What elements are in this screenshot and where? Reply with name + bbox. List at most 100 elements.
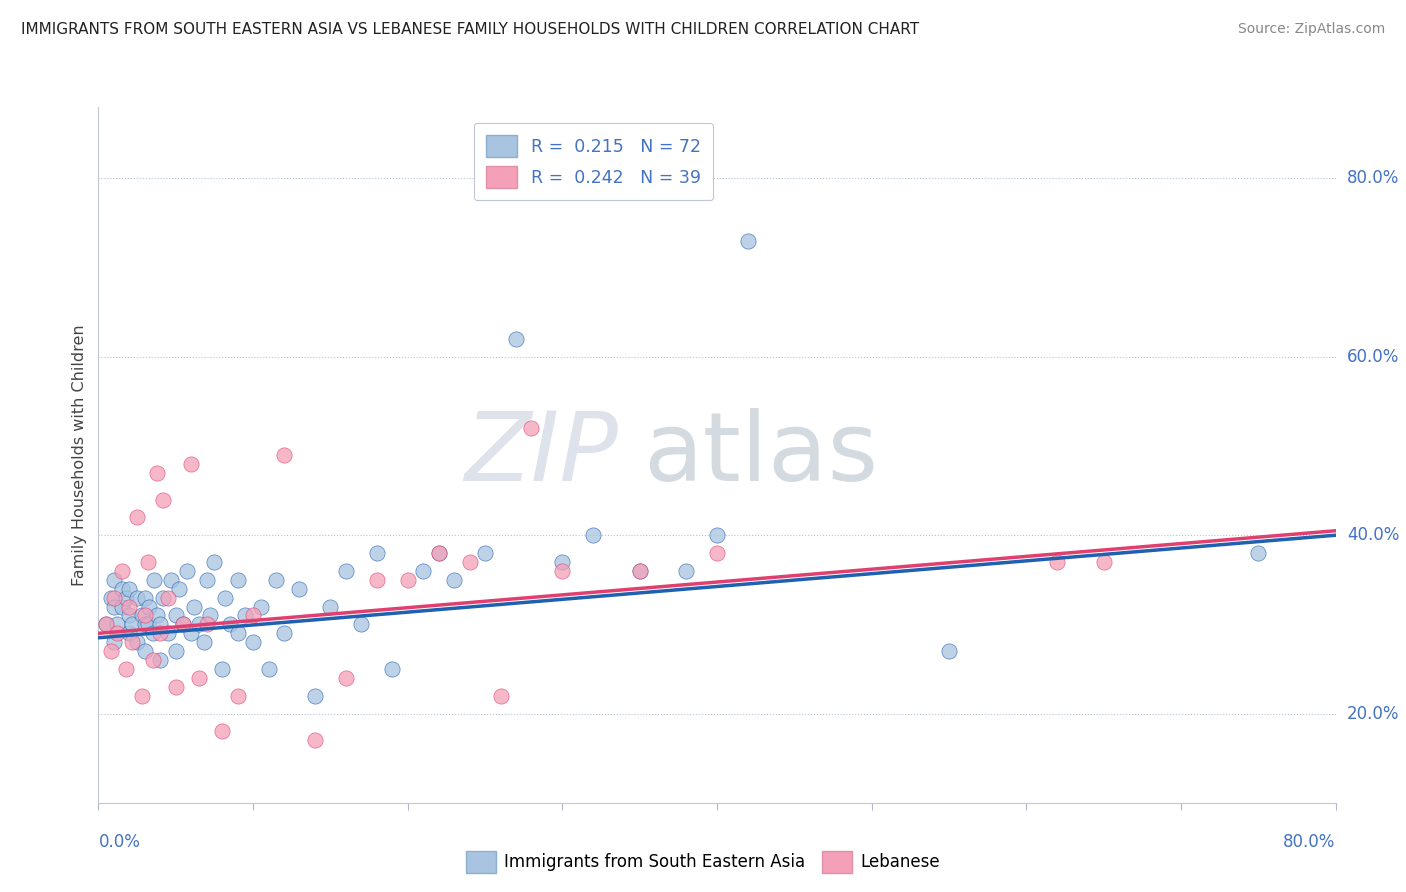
Point xyxy=(551,555,574,569)
Point xyxy=(273,626,295,640)
Point xyxy=(134,644,156,658)
Text: atlas: atlas xyxy=(643,409,877,501)
Point xyxy=(188,671,211,685)
Point xyxy=(111,599,132,614)
Point xyxy=(628,564,651,578)
Point xyxy=(127,591,149,605)
Point xyxy=(149,626,172,640)
Point xyxy=(165,608,187,623)
Point xyxy=(167,582,190,596)
Point xyxy=(111,564,132,578)
Point xyxy=(427,546,450,560)
Point xyxy=(149,653,172,667)
Legend: Immigrants from South Eastern Asia, Lebanese: Immigrants from South Eastern Asia, Leba… xyxy=(460,845,946,880)
Point xyxy=(149,617,172,632)
Point xyxy=(115,591,138,605)
Point xyxy=(143,573,166,587)
Point xyxy=(264,573,288,587)
Point xyxy=(304,733,326,747)
Point xyxy=(427,546,450,560)
Text: 80.0%: 80.0% xyxy=(1347,169,1399,187)
Point xyxy=(127,510,149,524)
Point xyxy=(706,528,728,542)
Point xyxy=(121,617,143,632)
Point xyxy=(198,608,221,623)
Point xyxy=(219,617,242,632)
Point xyxy=(146,608,169,623)
Point xyxy=(180,457,202,471)
Point xyxy=(103,591,125,605)
Point xyxy=(105,626,128,640)
Point xyxy=(188,617,211,632)
Point xyxy=(1046,555,1069,569)
Point xyxy=(381,662,404,676)
Point xyxy=(195,617,218,632)
Point xyxy=(134,608,156,623)
Point xyxy=(366,573,388,587)
Point xyxy=(1092,555,1115,569)
Point xyxy=(211,724,233,739)
Point xyxy=(211,662,233,676)
Text: 80.0%: 80.0% xyxy=(1284,833,1336,851)
Point xyxy=(396,573,419,587)
Point xyxy=(146,466,169,480)
Point xyxy=(675,564,697,578)
Point xyxy=(204,555,226,569)
Point xyxy=(176,564,198,578)
Point xyxy=(505,332,527,346)
Point xyxy=(582,528,605,542)
Point xyxy=(131,689,153,703)
Point xyxy=(103,573,125,587)
Text: 0.0%: 0.0% xyxy=(98,833,141,851)
Point xyxy=(366,546,388,560)
Point xyxy=(100,644,122,658)
Point xyxy=(319,599,342,614)
Point xyxy=(165,680,187,694)
Text: Source: ZipAtlas.com: Source: ZipAtlas.com xyxy=(1237,22,1385,37)
Point xyxy=(233,608,257,623)
Point xyxy=(172,617,194,632)
Point xyxy=(737,234,759,248)
Point xyxy=(134,591,156,605)
Point xyxy=(257,662,280,676)
Point xyxy=(1247,546,1270,560)
Point xyxy=(121,635,143,649)
Point xyxy=(131,608,153,623)
Point xyxy=(183,599,205,614)
Text: IMMIGRANTS FROM SOUTH EASTERN ASIA VS LEBANESE FAMILY HOUSEHOLDS WITH CHILDREN C: IMMIGRANTS FROM SOUTH EASTERN ASIA VS LE… xyxy=(21,22,920,37)
Point xyxy=(242,635,264,649)
Point xyxy=(103,599,125,614)
Point xyxy=(250,599,273,614)
Point xyxy=(136,555,159,569)
Point xyxy=(111,582,132,596)
Point xyxy=(134,617,156,632)
Point xyxy=(118,582,141,596)
Point xyxy=(489,689,512,703)
Point xyxy=(152,591,174,605)
Point xyxy=(412,564,434,578)
Point xyxy=(226,626,249,640)
Point xyxy=(628,564,651,578)
Point xyxy=(551,564,574,578)
Point xyxy=(938,644,960,658)
Point xyxy=(103,635,125,649)
Point xyxy=(288,582,311,596)
Point xyxy=(138,599,160,614)
Point xyxy=(141,626,165,640)
Y-axis label: Family Households with Children: Family Households with Children xyxy=(72,324,87,586)
Point xyxy=(118,626,141,640)
Point xyxy=(152,492,174,507)
Point xyxy=(118,599,141,614)
Point xyxy=(304,689,326,703)
Point xyxy=(706,546,728,560)
Point xyxy=(226,689,249,703)
Point xyxy=(127,635,149,649)
Point xyxy=(273,448,295,462)
Point xyxy=(157,591,180,605)
Point xyxy=(100,591,122,605)
Point xyxy=(165,644,187,658)
Point xyxy=(242,608,264,623)
Point xyxy=(474,546,496,560)
Text: 20.0%: 20.0% xyxy=(1347,705,1399,723)
Point xyxy=(226,573,249,587)
